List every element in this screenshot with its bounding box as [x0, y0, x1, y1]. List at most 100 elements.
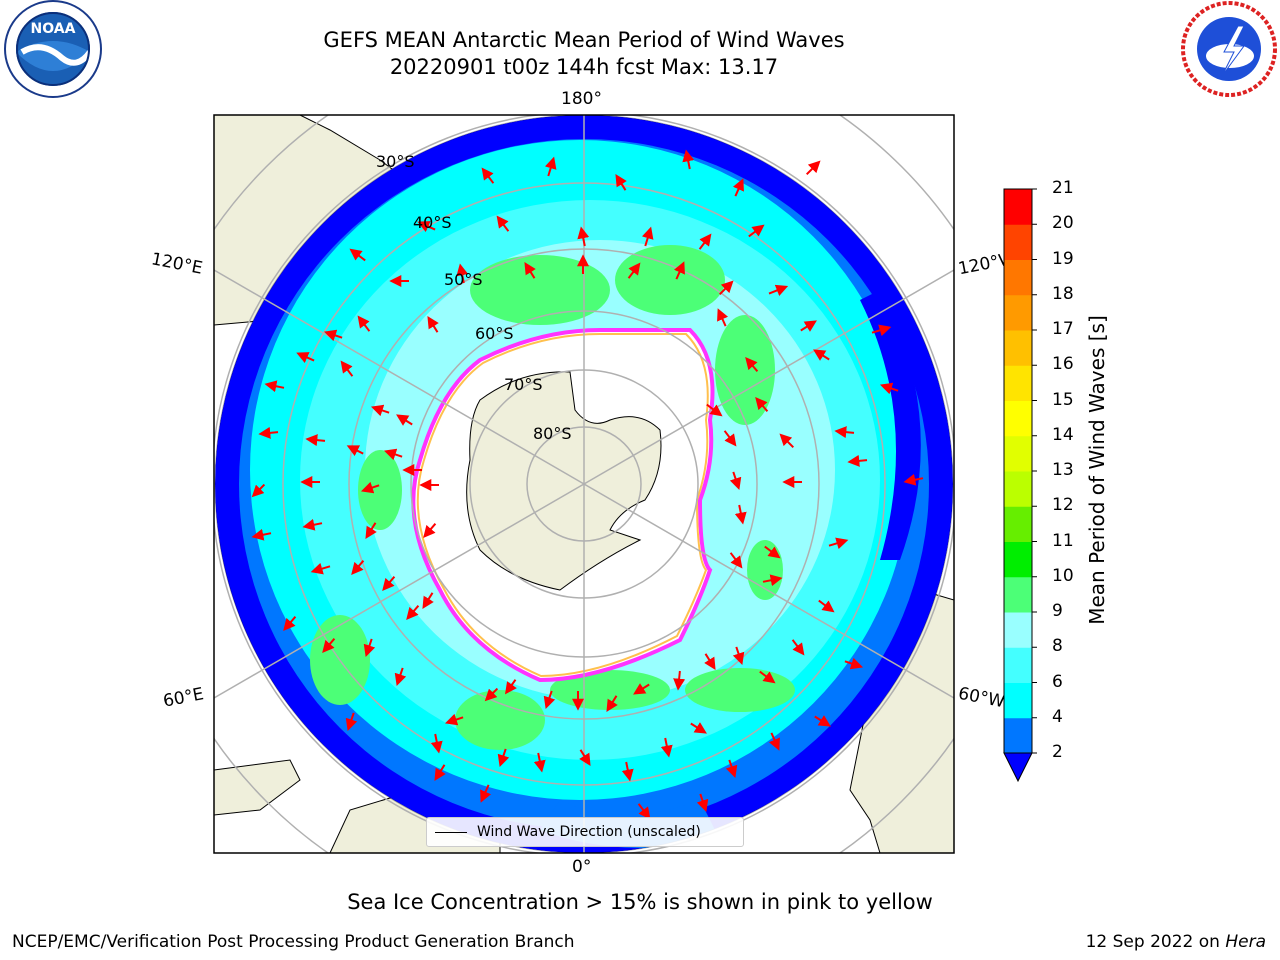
wind-wave-arrow [779, 433, 795, 449]
wind-wave-arrow [673, 261, 685, 280]
colorbar-swatch [1004, 224, 1032, 260]
wind-wave-arrow [360, 481, 380, 494]
nws-logo [1181, 1, 1277, 97]
wind-wave-arrow [423, 523, 437, 538]
wind-wave-arrow [813, 349, 830, 361]
lat-label-40s: 40°S [413, 213, 452, 232]
noaa-logo: NOAA [4, 0, 102, 98]
wind-wave-arrow [444, 713, 464, 726]
wind-wave-arrow [732, 178, 744, 197]
colorbar-tick-label: 18 [1052, 283, 1074, 304]
wind-wave-arrow [544, 156, 557, 177]
wind-wave-arrow [383, 448, 403, 461]
colorbar-swatch [1004, 682, 1032, 719]
wind-wave-arrow [302, 518, 323, 531]
colorbar-tick-label: 6 [1052, 671, 1063, 692]
colorbar-tick-label: 17 [1052, 319, 1074, 339]
wind-wave-arrow [283, 616, 297, 631]
wind-wave-arrow [834, 426, 855, 439]
wind-wave-arrow [264, 380, 285, 393]
wind-wave-arrow [406, 605, 420, 620]
wind-wave-arrow [484, 687, 499, 702]
colorbar-swatch [1004, 365, 1032, 401]
wind-wave-arrow [427, 316, 439, 333]
colorbar-swatch [1004, 435, 1032, 472]
footer-date-text: 12 Sep 2022 on [1085, 932, 1226, 952]
svg-text:NOAA: NOAA [31, 21, 76, 37]
wind-wave-arrow [706, 403, 723, 417]
wind-wave-arrow [690, 722, 707, 734]
colorbar-tick-label: 15 [1052, 389, 1074, 410]
wind-wave-arrow [698, 233, 712, 250]
wind-wave-arrow [847, 454, 868, 467]
lat-label-70s: 70°S [504, 375, 543, 394]
wind-wave-arrow [349, 248, 366, 262]
wind-wave-arrow [734, 504, 747, 525]
wind-wave-arrow [759, 670, 776, 684]
wind-wave-arrow [627, 262, 641, 279]
wind-wave-arrow [673, 670, 686, 691]
wind-wave-arrow [729, 471, 742, 491]
wind-wave-arrow [606, 695, 618, 712]
wind-wave-arrow [755, 397, 769, 412]
colorbar-tick-label: 19 [1052, 248, 1074, 269]
wind-wave-arrow [305, 434, 326, 447]
colorbar-swatch [1004, 647, 1032, 683]
wind-wave-arrow [579, 749, 591, 766]
wind-wave-arrow [621, 761, 634, 782]
wind-wave-arrow [660, 737, 673, 758]
colorbar-swatch [1004, 259, 1032, 296]
wind-wave-arrow [251, 483, 266, 498]
wind-wave-arrow [481, 167, 495, 184]
antarctica [466, 371, 662, 591]
footer-date: 12 Sep 2022 on Hera [1086, 932, 1266, 952]
legend-label: Wind Wave Direction (unscaled) [477, 824, 701, 840]
colorbar-under-triangle [1003, 752, 1033, 783]
wind-wave-arrow [682, 149, 695, 170]
colorbar-swatch [1004, 576, 1032, 613]
wind-wave-arrow [543, 690, 556, 710]
wind-wave-arrow [791, 639, 805, 656]
wind-wave-arrow [480, 784, 492, 803]
colorbar-tick-label: 4 [1052, 706, 1063, 727]
wind-wave-arrow [800, 320, 817, 332]
colorbar-tick-label: 16 [1052, 354, 1074, 375]
colorbar-tick-label: 8 [1052, 636, 1063, 657]
wind-wave-arrow [879, 382, 899, 395]
wind-wave-arrow [456, 263, 469, 284]
wind-wave-arrow [764, 545, 781, 559]
colorbar-swatch [1004, 189, 1032, 225]
wind-wave-arrow [805, 160, 821, 176]
lat-label-80s: 80°S [533, 424, 572, 443]
wind-wave-arrow [370, 404, 390, 417]
wind-wave-arrow [394, 667, 407, 687]
wind-wave-arrow [725, 759, 738, 779]
wind-wave-arrow [723, 430, 737, 447]
colorbar-tick-label: 2 [1052, 742, 1063, 762]
wind-wave-arrow [903, 473, 924, 486]
lon-label-180: 180° [561, 89, 602, 109]
graticule [214, 115, 954, 853]
colorbar-swatch [1004, 294, 1032, 331]
wind-wave-arrow [633, 683, 650, 695]
wind-wave-arrow [422, 592, 434, 609]
wind-wave-arrow [828, 537, 849, 550]
lat-label-50s: 50°S [444, 270, 483, 289]
wind-wave-arrow [524, 262, 536, 279]
sea-ice-note: Sea Ice Concentration > 15% is shown in … [347, 890, 933, 914]
wind-wave-arrow [340, 360, 354, 377]
wind-wave-arrow [533, 752, 546, 773]
wind-wave-arrow [641, 226, 654, 247]
wind-wave-arrow [748, 224, 765, 238]
colorbar-tick-label: 9 [1052, 601, 1063, 621]
colorbar-swatch [1004, 612, 1032, 648]
legend-line-icon [435, 831, 467, 833]
colorbar-swatch [1004, 506, 1032, 542]
wind-wave-arrow [363, 638, 376, 658]
wind-wave-arrow [382, 576, 396, 591]
wind-wave-arrow [365, 522, 377, 539]
colorbar-tick-label: 13 [1052, 460, 1074, 480]
lat-label-30s: 30°S [376, 152, 415, 171]
